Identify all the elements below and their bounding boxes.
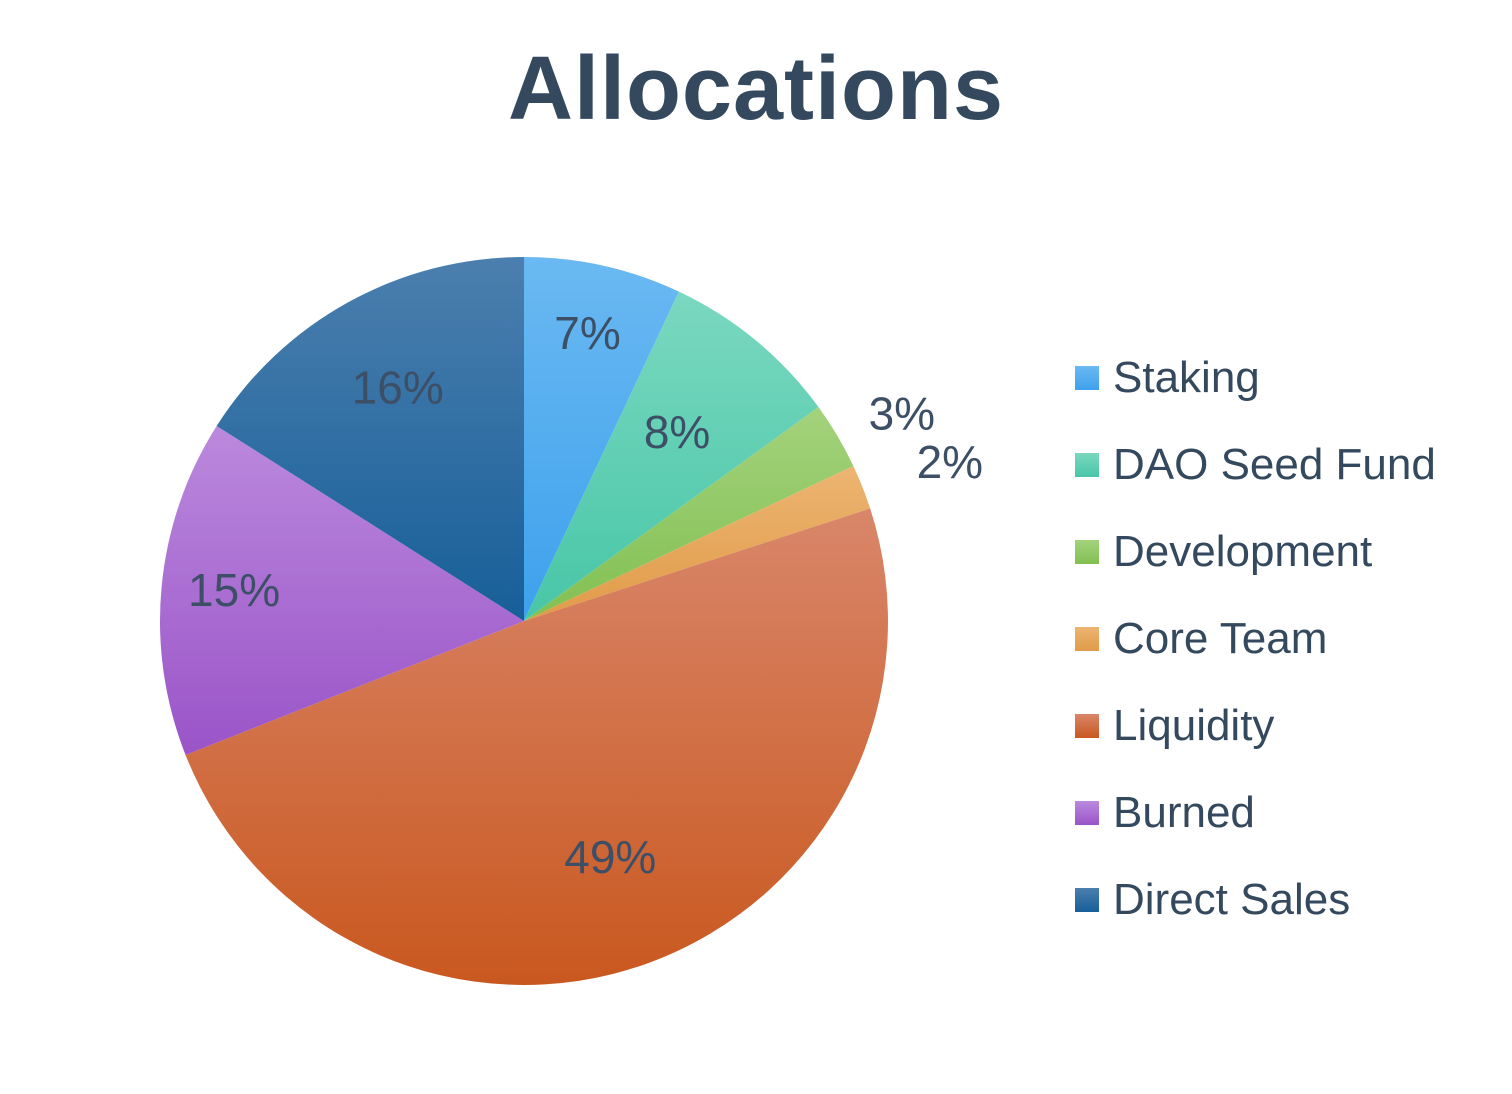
- legend-swatch: [1075, 452, 1099, 477]
- legend-label: Liquidity: [1113, 700, 1275, 750]
- legend-swatch: [1075, 887, 1099, 912]
- data-label-liquidity: 49%: [564, 831, 656, 883]
- pie-slice-dao-seed-fund: [524, 291, 819, 621]
- pie-data-labels: 7% 8% 3%2% 49% 15% 16%: [188, 307, 983, 883]
- data-label-dao-seed-fund: 8%: [644, 406, 710, 458]
- data-label-development: 3%: [869, 387, 935, 439]
- legend-swatch: [1075, 365, 1099, 390]
- legend-label: Staking: [1113, 352, 1260, 402]
- data-label-core-team: 2%: [917, 436, 983, 488]
- data-label-direct-sales: 16%: [352, 361, 444, 413]
- pie-slice-direct-sales: [216, 257, 524, 621]
- legend-item-core-team: Core Team: [1075, 595, 1436, 682]
- legend-label: Direct Sales: [1113, 874, 1351, 924]
- data-label-staking: 7%: [554, 307, 620, 359]
- chart-legend: Staking DAO Seed Fund Development Core Team…: [1075, 334, 1436, 943]
- legend-swatch: [1075, 626, 1099, 651]
- pie-slice-core-team: [524, 466, 871, 621]
- legend-item-liquidity: Liquidity: [1075, 682, 1436, 769]
- legend-label: Core Team: [1113, 613, 1328, 663]
- chart-title: Allocations: [507, 39, 1005, 139]
- pie-slices: [159, 257, 888, 985]
- legend-label: DAO Seed Fund: [1113, 439, 1436, 489]
- pie-slice-staking: [524, 257, 679, 621]
- legend-swatch: [1075, 539, 1099, 564]
- data-label-burned: 15%: [188, 564, 280, 616]
- legend-item-staking: Staking: [1075, 334, 1436, 421]
- legend-swatch: [1075, 713, 1099, 738]
- legend-item-dao-seed-fund: DAO Seed Fund: [1075, 421, 1436, 508]
- pie-slice-burned: [159, 425, 524, 755]
- pie-slice-development: [524, 407, 854, 621]
- pie-slice-liquidity: [185, 508, 888, 985]
- legend-label: Burned: [1113, 787, 1255, 837]
- legend-item-burned: Burned: [1075, 769, 1436, 856]
- legend-item-development: Development: [1075, 508, 1436, 595]
- legend-swatch: [1075, 800, 1099, 825]
- legend-label: Development: [1113, 526, 1373, 576]
- legend-item-direct-sales: Direct Sales: [1075, 856, 1436, 943]
